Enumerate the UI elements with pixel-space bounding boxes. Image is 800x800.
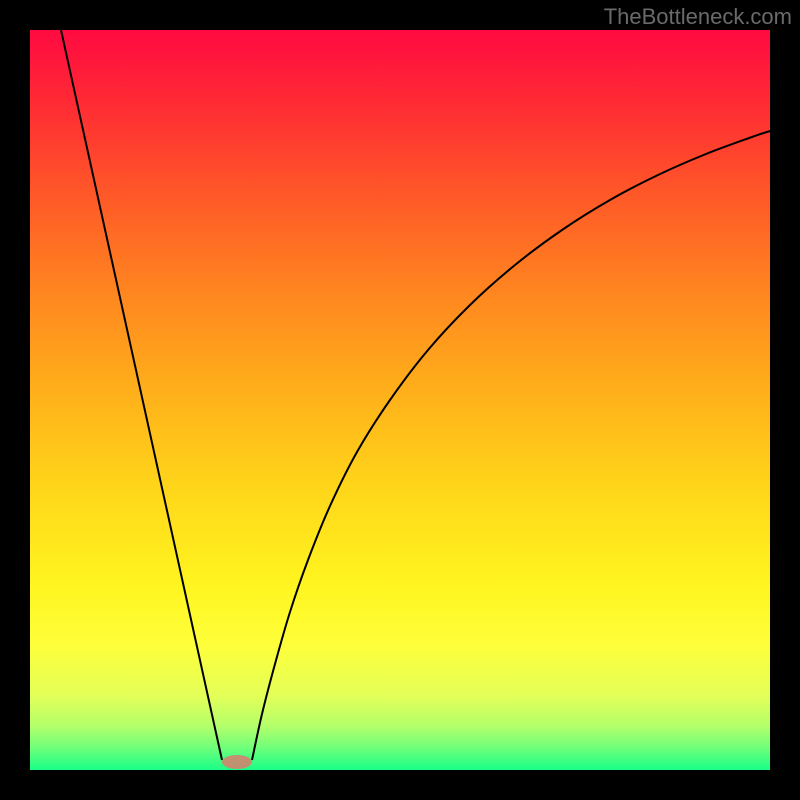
bottleneck-chart: TheBottleneck.com bbox=[0, 0, 800, 800]
chart-svg bbox=[0, 0, 800, 800]
plot-background bbox=[30, 30, 770, 770]
watermark-text: TheBottleneck.com bbox=[604, 4, 792, 30]
minimum-marker bbox=[222, 755, 252, 769]
